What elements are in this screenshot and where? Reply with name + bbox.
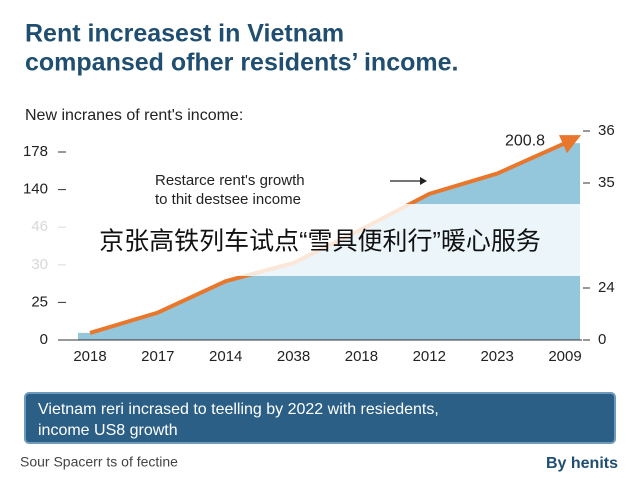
x-tick-label: 2018 (345, 348, 378, 365)
y-tick-label: 140 (23, 181, 48, 198)
brand: By henits (546, 455, 618, 472)
end-label: 200.8 (505, 132, 545, 149)
x-tick-label: 2014 (209, 348, 242, 365)
y2-tick-label: 24 (598, 279, 615, 296)
summary-text: Vietnam reri incrased to teelling by 202… (38, 401, 439, 418)
area (78, 143, 580, 340)
x-tick-label: 2012 (413, 348, 446, 365)
annotation-arrow-head (420, 177, 427, 185)
y-tick-label: 0 (40, 331, 48, 348)
banner-text: 京张高铁列车试点“雪具便利行”暖心服务 (99, 228, 541, 256)
x-tick-label: 2009 (548, 348, 581, 365)
x-tick-label: 2038 (277, 348, 310, 365)
chart-title: compansed ofher residents’ income. (25, 49, 458, 77)
banner-background (0, 204, 640, 276)
x-tick-label: 2023 (480, 348, 513, 365)
annotation: to thit destsee income (155, 191, 301, 208)
annotation: Restarce rent's growth (155, 172, 305, 189)
x-tick-label: 2018 (73, 348, 106, 365)
y2-tick-label: 0 (598, 331, 606, 348)
x-tick-label: 2017 (141, 348, 174, 365)
y-tick-label: 25 (31, 293, 48, 310)
y2-tick-label: 35 (598, 174, 615, 191)
chart-title: Rent increasest in Vietnam (25, 20, 344, 48)
summary-box (24, 392, 616, 444)
y2-tick-label: 36 (598, 122, 615, 139)
y-tick-label: 178 (23, 143, 48, 160)
summary-text: income US8 growth (38, 422, 178, 439)
subtitle: New incranes of rent's income: (25, 107, 243, 124)
source: Sour Spacerr ts of fectine (20, 454, 178, 470)
arrow-head (559, 135, 581, 154)
